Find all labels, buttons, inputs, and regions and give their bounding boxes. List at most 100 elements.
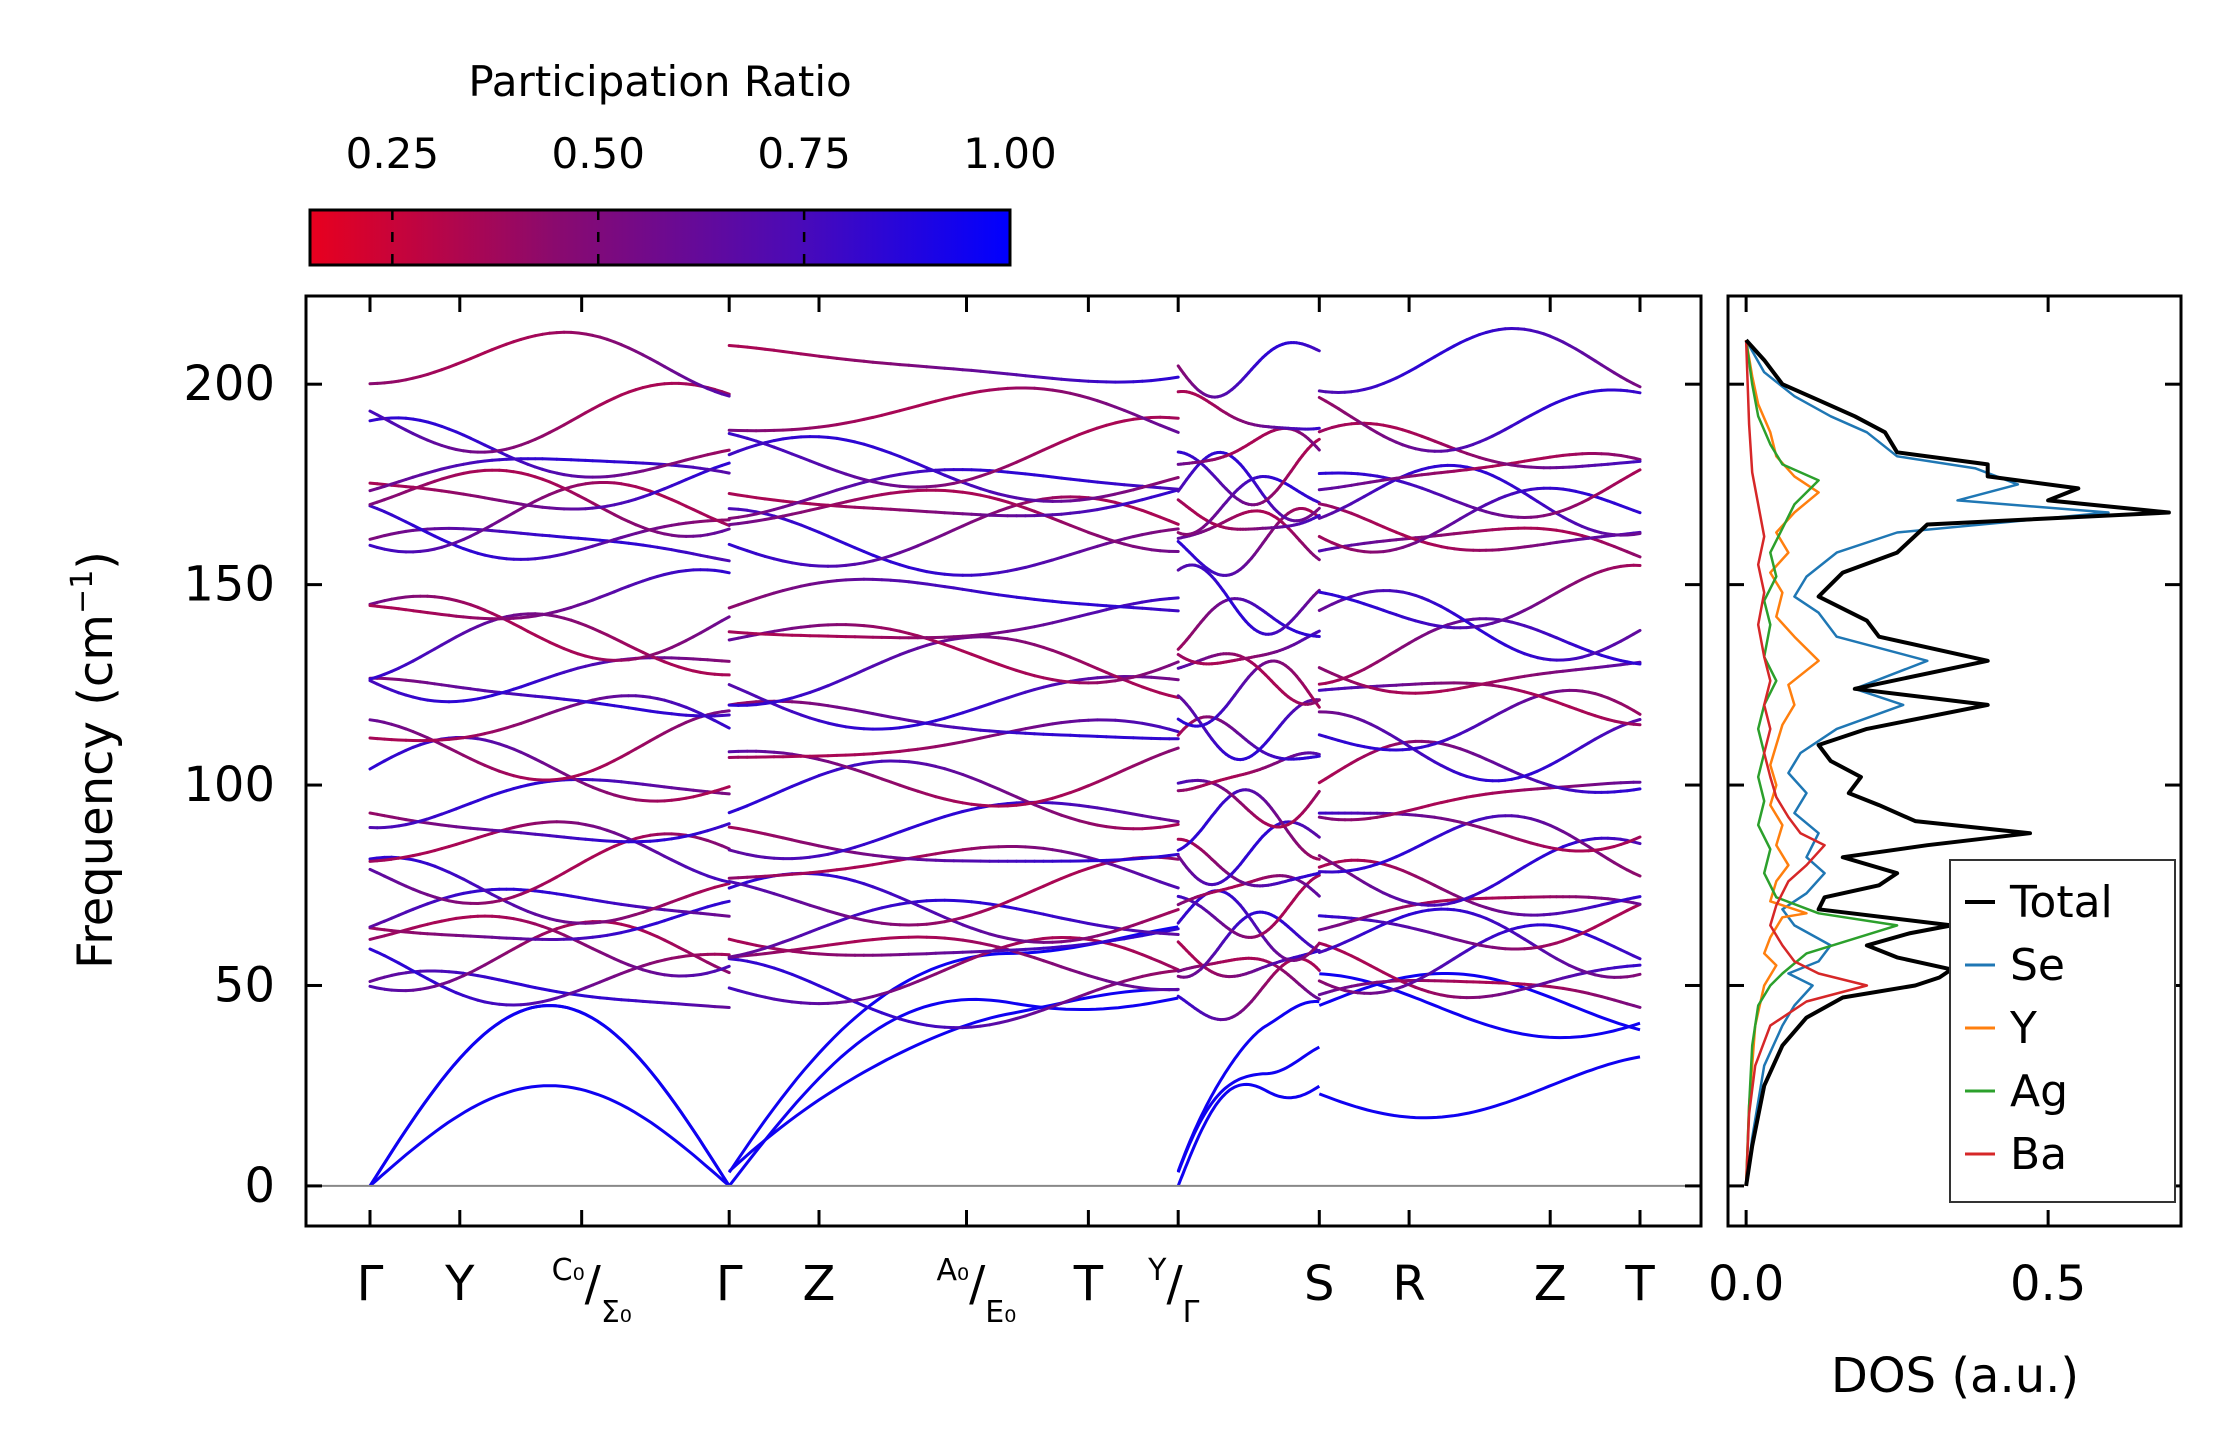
optical-branch-segment — [943, 918, 956, 924]
optical-branch-segment — [1149, 825, 1162, 830]
optical-branch-segment — [727, 492, 740, 497]
optical-branch-segment — [808, 687, 821, 694]
optical-branch-segment — [907, 363, 920, 368]
optical-branch-segment — [799, 950, 812, 955]
optical-branch-segment — [997, 900, 1010, 907]
optical-branch-segment — [898, 649, 911, 657]
optical-branch-segment — [862, 863, 875, 868]
optical-branch-segment — [1006, 791, 1018, 799]
optical-branch-segment — [720, 709, 731, 714]
optical-branch-segment — [772, 873, 785, 878]
optical-branch-segment — [1059, 802, 1072, 806]
optical-branch-segment — [1315, 789, 1321, 797]
optical-branch-segment — [817, 530, 830, 538]
optical-branch-segment — [898, 484, 911, 489]
optical-branch-segment — [1131, 870, 1144, 877]
optical-branch-segment — [1068, 787, 1081, 795]
optical-branch-segment — [1086, 821, 1099, 827]
optical-branch-segment — [781, 428, 794, 432]
optical-branch-segment — [1122, 602, 1135, 608]
optical-branch-segment — [844, 505, 857, 509]
optical-branch-segment — [934, 920, 947, 925]
optical-branch-segment — [1315, 437, 1321, 443]
optical-branch-segment — [853, 916, 866, 922]
optical-branch-segment — [961, 807, 974, 813]
optical-branch-segment — [817, 869, 830, 874]
optical-branch-segment — [1167, 908, 1180, 915]
optical-branch-segment — [970, 516, 983, 524]
optical-branch-segment — [943, 742, 956, 747]
optical-branch-segment — [745, 549, 758, 556]
optical-branch-segment — [1015, 503, 1027, 510]
optical-branch-segment — [1042, 444, 1054, 452]
optical-branch-segment — [934, 366, 947, 370]
optical-branch-segment — [934, 397, 947, 403]
optical-branch-segment — [745, 959, 758, 965]
optical-branch-segment — [1095, 667, 1108, 674]
optical-branch-segment — [808, 870, 821, 875]
optical-branch-segment — [1068, 498, 1081, 503]
optical-branch-segment — [727, 636, 740, 642]
optical-branch-segment — [826, 909, 839, 915]
optical-branch-segment — [907, 786, 920, 793]
optical-branch-segment — [970, 940, 983, 945]
optical-branch-segment — [898, 724, 911, 730]
optical-branch-segment — [925, 365, 938, 369]
optical-branch-segment — [1077, 527, 1090, 534]
optical-branch-segment — [826, 846, 839, 851]
optical-branch-segment — [781, 499, 794, 504]
optical-branch-segment — [1167, 476, 1180, 482]
optical-branch-segment — [1068, 870, 1081, 877]
optical-branch-segment — [754, 510, 767, 516]
optical-branch-segment — [1095, 823, 1108, 829]
colorbar: Participation Ratio 0.25 0.50 0.75 1.00 — [308, 57, 1057, 267]
optical-branch-segment — [961, 708, 974, 715]
optical-branch-segment — [925, 641, 938, 647]
optical-branch-segment — [1033, 884, 1045, 892]
optical-branch-segment — [862, 359, 875, 364]
optical-branch-segment — [736, 600, 749, 607]
optical-branch-segment — [745, 878, 758, 884]
optical-branch-segment — [720, 569, 731, 575]
optical-branch-segment — [889, 780, 902, 787]
optical-branch-segment — [720, 1005, 731, 1009]
optical-branch-segment — [997, 948, 1010, 953]
optical-branch-segment — [952, 634, 965, 639]
optical-branch-segment — [817, 906, 830, 913]
optical-branch-segment — [997, 506, 1010, 513]
optical-branch-segment — [720, 461, 731, 467]
optical-branch-segment — [1068, 936, 1081, 940]
optical-branch-segment — [1033, 803, 1045, 810]
optical-branch-segment — [1015, 795, 1027, 803]
acoustic-branch — [368, 1003, 731, 1187]
optical-branch-segment — [1033, 498, 1045, 503]
optical-branch-segment — [934, 723, 947, 728]
optical-branch-segment — [889, 483, 902, 488]
optical-branch-segment — [1042, 676, 1054, 682]
optical-branch-segment — [1059, 476, 1072, 481]
optical-branch-segment — [1059, 849, 1072, 855]
optical-branch-segment — [772, 750, 785, 755]
optical-branch-segment — [799, 426, 812, 431]
optical-branch-segment — [817, 852, 830, 858]
optical-branch-segment — [1140, 685, 1153, 692]
optical-branch-segment — [916, 568, 929, 574]
optical-branch-segment — [880, 750, 893, 755]
optical-branch-segment — [799, 501, 812, 506]
optical-branch-segment — [772, 966, 785, 973]
optical-branch-segment — [898, 748, 911, 753]
optical-branch-segment — [997, 469, 1010, 474]
optical-branch-segment — [1042, 796, 1054, 803]
optical-branch-segment — [925, 1023, 938, 1028]
optical-branch-segment — [720, 722, 731, 730]
optical-branch-segment — [970, 926, 983, 933]
optical-branch-segment — [781, 517, 794, 524]
optical-branch-segment — [772, 892, 785, 898]
optical-branch-segment — [925, 719, 938, 725]
optical-branch-segment — [1024, 596, 1036, 601]
optical-branch-segment — [1033, 643, 1045, 649]
optical-branch-segment — [853, 768, 866, 775]
optical-branch-segment — [1077, 677, 1090, 682]
optical-branch-segment — [916, 402, 929, 408]
optical-branch-segment — [1131, 682, 1144, 689]
